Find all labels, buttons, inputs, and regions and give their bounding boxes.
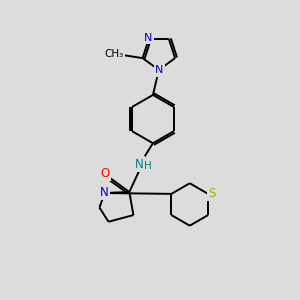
Text: CH₃: CH₃ — [104, 49, 124, 59]
Text: N: N — [155, 65, 163, 76]
Text: N: N — [100, 186, 109, 199]
Text: H: H — [144, 161, 152, 171]
Text: N: N — [144, 33, 152, 43]
Text: S: S — [208, 187, 215, 200]
Text: O: O — [100, 167, 109, 180]
Text: N: N — [135, 158, 144, 171]
